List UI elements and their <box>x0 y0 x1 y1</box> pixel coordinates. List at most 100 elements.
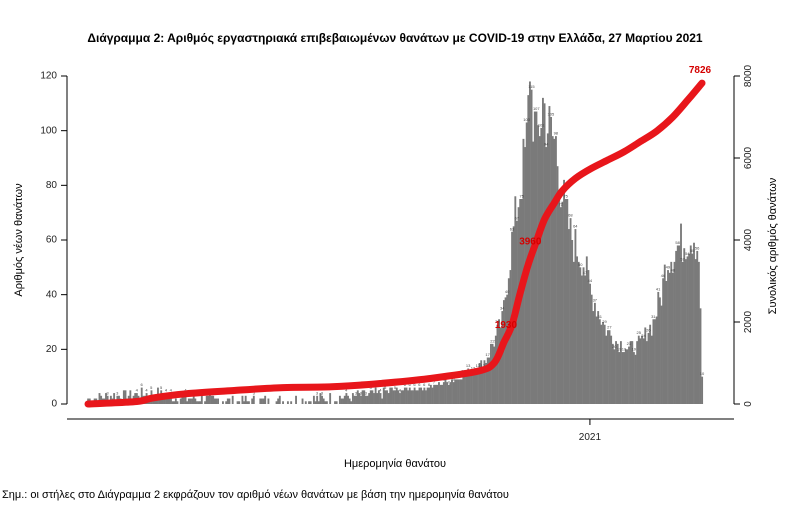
bar <box>192 395 195 404</box>
bar-value-label: 5 <box>394 385 397 390</box>
bar <box>529 81 531 404</box>
bar <box>389 387 392 404</box>
bar <box>598 319 601 404</box>
bar-value-label: 26 <box>646 327 651 332</box>
bar <box>605 335 608 404</box>
bar <box>595 316 598 404</box>
bar <box>649 324 652 404</box>
bar <box>176 401 179 404</box>
bar <box>455 379 458 404</box>
bar-value-label: 64 <box>573 224 578 229</box>
bar <box>462 373 465 404</box>
bar <box>366 395 369 404</box>
bar-value-label: 44 <box>588 278 593 283</box>
bar <box>571 240 574 404</box>
bar <box>405 387 408 404</box>
bar <box>619 341 622 404</box>
y-tick-label: 40 <box>46 289 58 300</box>
bar <box>535 111 538 404</box>
bar <box>376 393 379 404</box>
bar <box>701 376 704 404</box>
bar <box>611 343 614 404</box>
bar <box>481 368 484 404</box>
bar <box>449 382 452 404</box>
bar <box>697 261 700 404</box>
x-axis-label: Ημερομηνία θανάτου <box>344 458 446 470</box>
bar <box>657 291 660 404</box>
bar <box>207 395 210 404</box>
bar <box>597 311 600 404</box>
bar <box>390 387 393 404</box>
bar <box>413 387 416 404</box>
bar-value-label: 13 <box>476 363 481 368</box>
bar <box>494 335 497 404</box>
bar <box>179 398 182 404</box>
bar <box>590 294 593 404</box>
bar <box>403 387 406 404</box>
bar <box>652 319 655 404</box>
bar-value-label: 4 <box>399 388 402 393</box>
bar-value-label: 63 <box>510 226 515 231</box>
bar <box>593 302 596 404</box>
bar-value-label: 34 <box>500 306 505 311</box>
bar <box>587 270 590 404</box>
bar-value-label: 3 <box>360 390 363 395</box>
bar <box>527 95 530 404</box>
bar <box>194 398 197 404</box>
bar <box>688 253 691 404</box>
bar-value-label: 3 <box>253 390 256 395</box>
bar <box>431 387 434 404</box>
bar <box>200 395 203 404</box>
bar <box>563 179 565 404</box>
bar <box>520 199 523 404</box>
bar <box>616 343 619 404</box>
bar <box>433 384 436 404</box>
bar <box>553 138 556 404</box>
bar <box>671 272 674 404</box>
bar <box>210 395 213 404</box>
bar <box>415 390 418 404</box>
bar <box>275 401 278 404</box>
bar <box>420 387 423 404</box>
cumulative-deaths-line <box>84 79 706 408</box>
bar <box>507 278 510 404</box>
bar <box>267 398 270 404</box>
bar <box>410 390 413 404</box>
bar-value-label: 72 <box>558 202 563 207</box>
cumulative-annotations: 1930 3960 7826 <box>495 65 712 331</box>
bar <box>400 390 403 404</box>
bar <box>663 264 666 404</box>
bar-value-label: 31 <box>651 314 656 319</box>
bar <box>174 398 177 404</box>
bar <box>584 275 587 404</box>
bar <box>407 390 410 404</box>
bar <box>637 335 640 404</box>
bar <box>537 125 539 404</box>
bar <box>641 335 643 404</box>
bar <box>212 395 215 404</box>
bar-value-label: 21 <box>627 341 632 346</box>
bar <box>465 373 468 404</box>
bar <box>660 305 663 404</box>
bar-value-label: 22 <box>490 338 495 343</box>
cumulative-line-group <box>84 79 706 408</box>
bar <box>642 338 645 404</box>
bar-value-label: 19 <box>632 347 637 352</box>
bar <box>543 103 546 404</box>
bar <box>629 341 632 404</box>
bar <box>618 352 621 404</box>
bar-value-label: 3 <box>316 390 319 395</box>
bar <box>681 261 684 404</box>
bar <box>670 261 673 404</box>
bar <box>504 297 507 404</box>
bar <box>356 390 359 404</box>
bar <box>361 390 364 404</box>
footnote: Σημ.: οι στήλες στο Διάγραμμα 2 εκφράζου… <box>2 489 509 501</box>
bar <box>566 199 569 404</box>
bar <box>655 316 658 404</box>
bar <box>603 324 606 404</box>
bar-value-label: 7 <box>433 379 436 384</box>
bar-value-label: 13 <box>466 363 471 368</box>
bar <box>217 398 219 404</box>
y2-tick-label: 0 <box>743 401 754 407</box>
